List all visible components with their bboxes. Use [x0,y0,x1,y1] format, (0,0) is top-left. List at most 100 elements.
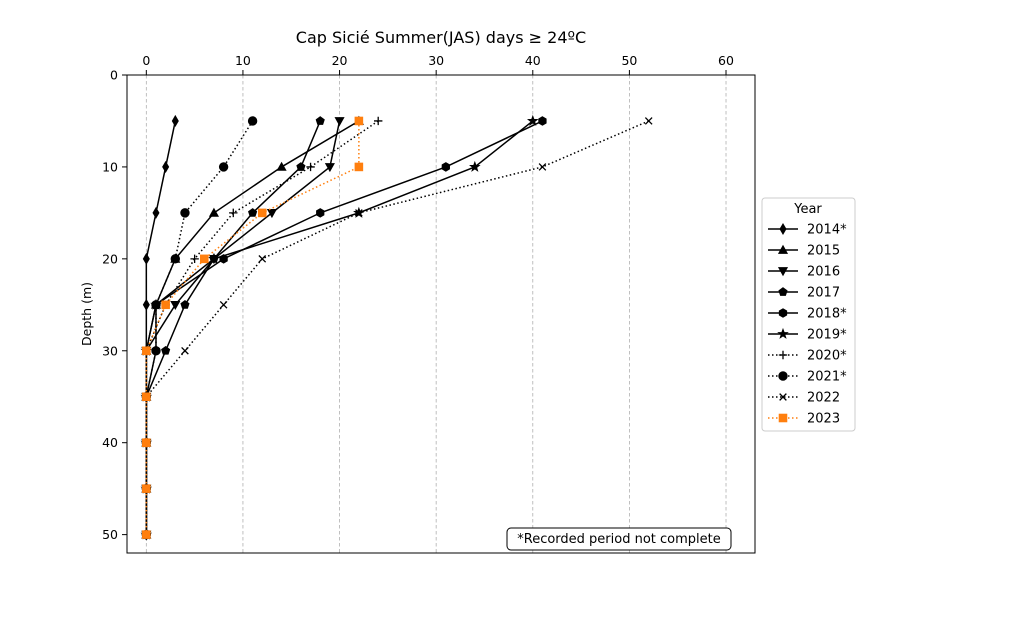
legend-label: 2022 [807,391,840,406]
data-point [374,116,383,126]
y-axis-label: Depth (m) [79,282,94,346]
legend-entry: 2016 [768,265,840,280]
data-point [208,207,220,217]
legend-label: 2021* [807,370,847,385]
x-tick-label: 10 [235,53,251,68]
series-lines [140,114,653,541]
data-point [258,255,267,263]
legend-label: 2018* [807,307,847,322]
data-point [247,116,258,126]
data-point [778,350,788,360]
data-point [276,161,287,171]
data-point [142,298,150,311]
data-point [142,252,150,265]
legend-title: Year [793,202,822,217]
legend-label: 2019* [807,328,847,343]
series-line [145,120,379,535]
legend-label: 2023 [807,412,840,427]
data-point [538,116,547,126]
data-point [162,160,170,173]
legend-label: 2015 [807,244,840,259]
data-point [208,252,220,264]
legend-label: 2016 [807,265,840,280]
y-tick-label: 30 [102,343,118,358]
data-point [190,254,199,264]
legend-label: 2014* [807,223,847,238]
series-2022 [142,117,653,539]
data-point [180,208,190,218]
legend: Year 2014* 2015 2016 2017 2018* 2019* 2020* 202… [761,197,856,432]
legend-entry: 2019* [768,328,847,343]
legend-entry: 2014* [768,223,847,238]
data-point [151,346,161,356]
y-tick-label: 10 [102,159,118,174]
x-tick-label: 30 [428,53,444,68]
legend-entry: 2015 [768,244,840,259]
y-tick-label: 50 [102,527,118,542]
chart-title: Cap Sicié Summer(JAS) days ≥ 24ºC [296,28,586,47]
data-point [526,114,539,126]
data-point [778,287,788,296]
data-point [161,300,170,310]
x-tick-label: 40 [525,53,541,68]
x-tick-label: 60 [718,53,734,68]
data-point [777,327,789,339]
data-point [200,254,209,264]
y-tick-label: 20 [102,251,118,266]
data-point [355,209,363,217]
data-point [778,308,788,318]
data-point [218,162,229,172]
data-point [354,116,364,126]
data-point [306,162,315,172]
legend-entry: 2022 [768,391,840,406]
legend-entry: 2017 [768,286,840,301]
x-tick-label: 20 [332,53,348,68]
data-point [219,300,228,309]
series-line [145,120,360,535]
data-point [778,371,788,381]
annotation-box: *Recorded period not complete [506,527,732,551]
series-line [145,120,543,535]
legend-label: 2020* [807,349,847,364]
series-line [145,120,360,535]
data-point [334,117,345,127]
data-point [142,530,151,539]
data-point [170,254,181,264]
data-point [779,393,787,401]
data-point [779,222,787,236]
series-2023 [142,116,364,539]
grid-lines [145,75,727,553]
legend-entry: 2021* [768,370,847,385]
data-point [441,162,450,172]
data-point [296,162,306,171]
data-point [315,116,325,125]
data-point [644,117,653,125]
data-point [248,208,258,217]
x-tick-label: 0 [142,53,150,68]
data-point [142,346,151,356]
data-point [266,209,277,219]
y-tick-label: 0 [110,68,118,83]
series-2021 [141,116,258,540]
legend-entry: 2020* [768,349,847,364]
data-point [354,162,364,172]
plot-frame [126,74,756,554]
y-tick-label: 40 [102,435,118,450]
data-point [142,438,151,447]
series-line [145,120,650,535]
axes: 0 10 20 30 40 50 60 0 10 20 30 40 50 [102,53,734,542]
data-point [777,244,789,254]
data-point [181,346,189,355]
data-point [161,345,171,355]
series-2017 [141,116,325,539]
legend-entry: 2023 [768,412,840,427]
data-point [170,300,181,311]
data-point [180,299,190,309]
legend-label: 2017 [807,286,840,301]
x-tick-label: 50 [621,53,637,68]
data-point [778,413,788,423]
data-point [777,267,789,277]
data-point [257,208,267,218]
data-point [469,160,481,172]
data-point [151,300,161,310]
